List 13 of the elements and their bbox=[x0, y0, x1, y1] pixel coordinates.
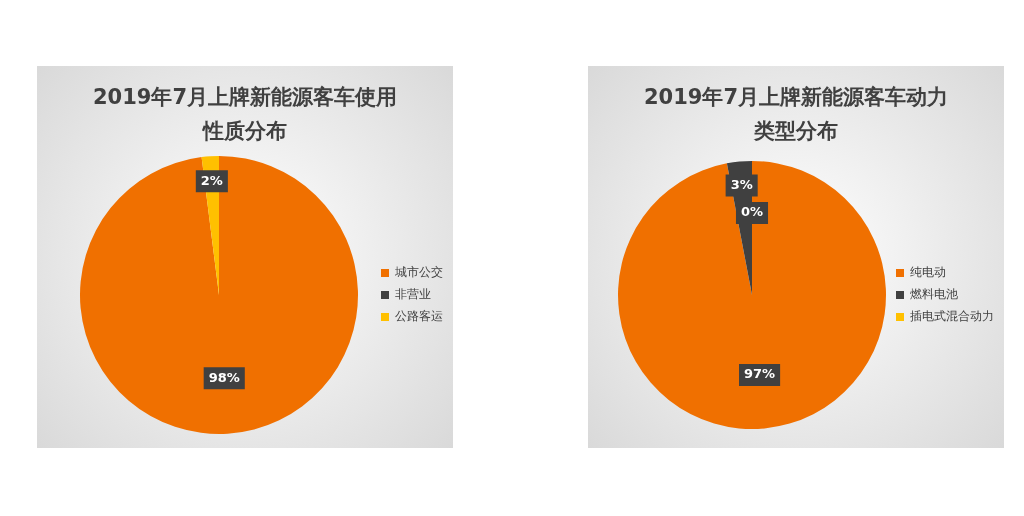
chart-title: 2019年7月上牌新能源客车使用性质分布 bbox=[91, 84, 399, 145]
data-label: 3% bbox=[730, 176, 753, 192]
data-label: 97% bbox=[744, 366, 776, 382]
legend-label: 非营业 bbox=[395, 287, 431, 302]
data-label: 2% bbox=[200, 172, 223, 188]
data-label: 98% bbox=[208, 369, 240, 385]
text: 0% bbox=[740, 204, 764, 220]
chart-title: 2019年7月上牌新能源客车动力类型分布 bbox=[642, 84, 950, 145]
legend-label: 插电式混合动力 bbox=[910, 309, 994, 324]
legend-label: 纯电动 bbox=[910, 265, 946, 280]
legend-label: 城市公交 bbox=[394, 265, 443, 280]
legend-label: 燃料电池 bbox=[910, 287, 958, 302]
legend-label: 公路客运 bbox=[395, 309, 443, 324]
